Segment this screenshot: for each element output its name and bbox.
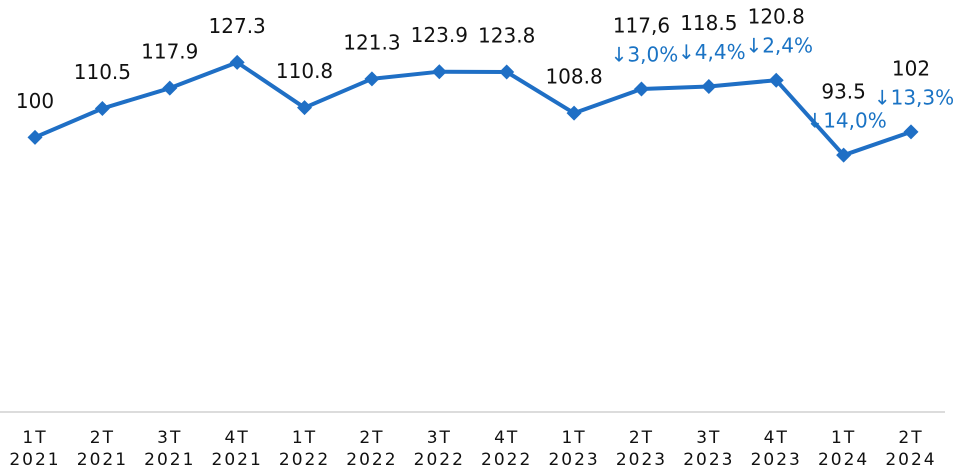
change-label: ↓3,0% bbox=[611, 42, 679, 66]
x-tick-label: 2T bbox=[898, 428, 923, 448]
x-tick-label: 1T bbox=[292, 428, 317, 448]
x-tick-label: 2023 bbox=[616, 450, 667, 470]
change-label: ↓14,0% bbox=[806, 109, 886, 133]
value-label: 110.5 bbox=[74, 60, 131, 84]
marker bbox=[229, 54, 245, 70]
value-label: 110.8 bbox=[276, 59, 333, 83]
value-label: 93.5 bbox=[821, 80, 866, 104]
value-label: 121.3 bbox=[343, 30, 400, 54]
x-tick-label: 4T bbox=[764, 428, 789, 448]
marker bbox=[566, 105, 582, 121]
value-label: 117.9 bbox=[141, 40, 198, 64]
x-tick-label: 2021 bbox=[9, 450, 60, 470]
marker bbox=[162, 80, 178, 96]
x-tick-label: 2T bbox=[629, 428, 654, 448]
value-label: 100 bbox=[16, 89, 54, 113]
x-tick-label: 2022 bbox=[414, 450, 465, 470]
x-tick-label: 1T bbox=[561, 428, 586, 448]
value-label: 118.5 bbox=[680, 11, 737, 35]
value-label: 108.8 bbox=[545, 65, 602, 89]
marker bbox=[836, 147, 852, 163]
value-label: 120.8 bbox=[748, 5, 805, 29]
x-tick-label: 2021 bbox=[77, 450, 128, 470]
x-tick-label: 4T bbox=[494, 428, 519, 448]
x-tick-label: 1T bbox=[831, 428, 856, 448]
value-label: 117,6 bbox=[613, 13, 670, 37]
marker bbox=[364, 71, 380, 87]
marker bbox=[903, 124, 919, 140]
value-label: 102 bbox=[892, 56, 930, 80]
marker bbox=[431, 64, 447, 80]
value-label: 123.8 bbox=[478, 23, 535, 47]
change-label: ↓4,4% bbox=[678, 40, 746, 64]
x-tick-label: 2023 bbox=[683, 450, 734, 470]
marker bbox=[499, 64, 515, 80]
x-tick-label: 2021 bbox=[144, 450, 195, 470]
x-tick-label: 2021 bbox=[212, 450, 263, 470]
x-tick-label: 1T bbox=[22, 428, 47, 448]
change-label: ↓13,3% bbox=[874, 85, 954, 109]
marker bbox=[297, 100, 313, 116]
x-tick-label: 4T bbox=[225, 428, 250, 448]
change-label: ↓2,4% bbox=[745, 34, 813, 58]
marker bbox=[701, 79, 717, 95]
x-tick-label: 3T bbox=[696, 428, 721, 448]
marker bbox=[94, 100, 110, 116]
x-tick-label: 2022 bbox=[481, 450, 532, 470]
x-tick-label: 3T bbox=[157, 428, 182, 448]
value-label: 123.9 bbox=[411, 23, 468, 47]
line bbox=[34, 60, 912, 158]
marker bbox=[633, 81, 649, 97]
x-tick-label: 2023 bbox=[548, 450, 599, 470]
x-tick-label: 2022 bbox=[279, 450, 330, 470]
x-tick-label: 2022 bbox=[346, 450, 397, 470]
value-label: 127.3 bbox=[209, 14, 266, 38]
x-tick-label: 2T bbox=[90, 428, 115, 448]
marker bbox=[27, 129, 43, 145]
x-tick-label: 2024 bbox=[885, 450, 936, 470]
x-tick-label: 2024 bbox=[818, 450, 869, 470]
marker bbox=[768, 72, 784, 88]
x-tick-label: 2023 bbox=[751, 450, 802, 470]
x-tick-label: 2T bbox=[359, 428, 384, 448]
x-tick-label: 3T bbox=[427, 428, 452, 448]
